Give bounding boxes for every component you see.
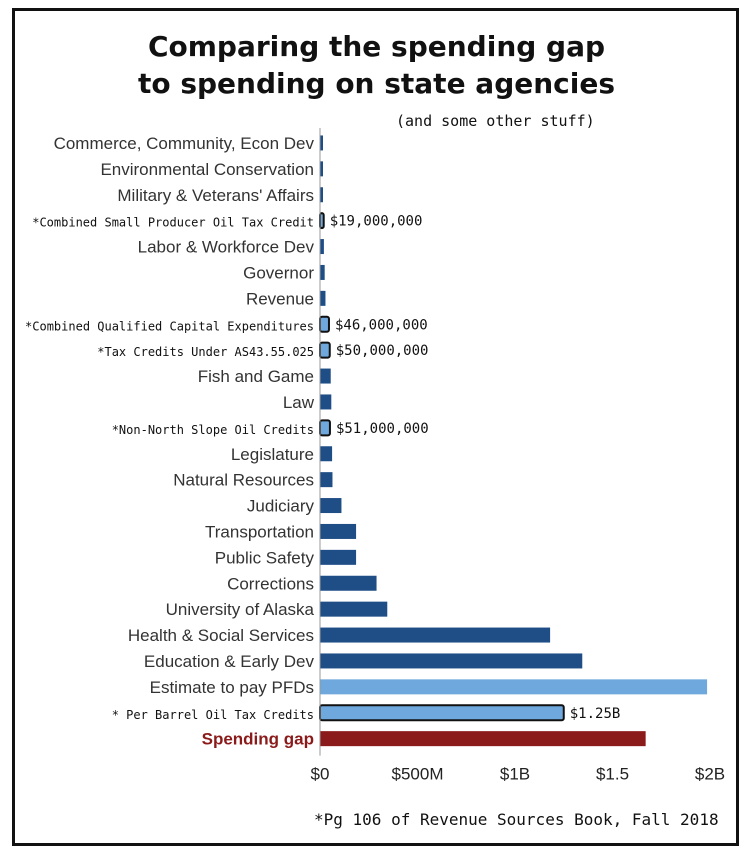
category-label-21: Estimate to pay PFDs [150, 678, 314, 697]
category-label-5: Governor [243, 263, 314, 282]
bar-6 [320, 290, 326, 306]
category-label-9: Fish and Game [198, 367, 314, 386]
chart-title-line1: Comparing the spending gap [147, 30, 606, 63]
bar-21 [320, 679, 708, 695]
category-label-17: Corrections [227, 574, 314, 593]
bar-10 [320, 394, 332, 410]
bar-2 [320, 187, 323, 203]
category-label-13: Natural Resources [173, 471, 314, 490]
data-label-3: $19,000,000 [330, 214, 423, 230]
bar-16 [320, 549, 357, 565]
bar-5 [320, 264, 325, 280]
data-label-7: $46,000,000 [335, 317, 428, 333]
x-tick-label-2: $1B [500, 765, 530, 784]
category-label-4: Labor & Workforce Dev [138, 238, 315, 257]
category-label-12: Legislature [231, 445, 314, 464]
bar-18 [320, 601, 388, 617]
bar-1 [320, 161, 323, 177]
x-tick-label-1: $500M [392, 765, 444, 784]
category-label-1: Environmental Conservation [100, 160, 314, 179]
category-label-11: *Non-North Slope Oil Credits [112, 423, 314, 437]
bar-13 [320, 472, 333, 488]
bar-20 [320, 653, 583, 669]
category-label-0: Commerce, Community, Econ Dev [54, 134, 315, 153]
bar-14 [320, 498, 342, 514]
category-label-14: Judiciary [247, 497, 315, 516]
bar-7 [319, 315, 330, 333]
category-label-18: University of Alaska [166, 600, 315, 619]
bar-17 [320, 575, 377, 591]
bar-0 [320, 135, 323, 151]
data-label-22: $1.25B [570, 706, 621, 722]
chart-title-line2: to spending on state agencies [137, 67, 616, 100]
category-label-15: Transportation [205, 522, 314, 541]
bar-19 [320, 627, 551, 643]
bar-22 [319, 704, 565, 722]
bar-9 [320, 368, 331, 384]
category-label-19: Health & Social Services [128, 626, 314, 645]
category-label-16: Public Safety [215, 548, 315, 567]
data-label-8: $50,000,000 [336, 343, 429, 359]
category-label-8: *Tax Credits Under AS43.55.025 [97, 345, 314, 359]
bar-23 [320, 731, 646, 747]
bar-15 [320, 523, 357, 539]
bar-12 [320, 446, 333, 462]
bar-3 [319, 212, 325, 230]
category-label-20: Education & Early Dev [144, 652, 315, 671]
category-label-3: *Combined Small Producer Oil Tax Credit [32, 216, 314, 230]
bar-8 [319, 341, 331, 359]
category-label-23: Spending gap [202, 730, 314, 749]
footnote: *Pg 106 of Revenue Sources Book, Fall 20… [314, 810, 719, 829]
x-tick-label-4: $2B [695, 765, 725, 784]
x-tick-label-0: $0 [311, 765, 330, 784]
category-label-6: Revenue [246, 289, 314, 308]
category-label-2: Military & Veterans' Affairs [117, 186, 314, 205]
chart-subtitle: (and some other stuff) [396, 112, 595, 130]
category-label-10: Law [283, 393, 315, 412]
bar-11 [319, 419, 331, 437]
category-label-22: * Per Barrel Oil Tax Credits [112, 708, 314, 722]
data-label-11: $51,000,000 [336, 421, 429, 437]
category-label-7: *Combined Qualified Capital Expenditures [25, 319, 314, 333]
x-tick-label-3: $1.5 [596, 765, 629, 784]
bar-4 [320, 239, 324, 255]
